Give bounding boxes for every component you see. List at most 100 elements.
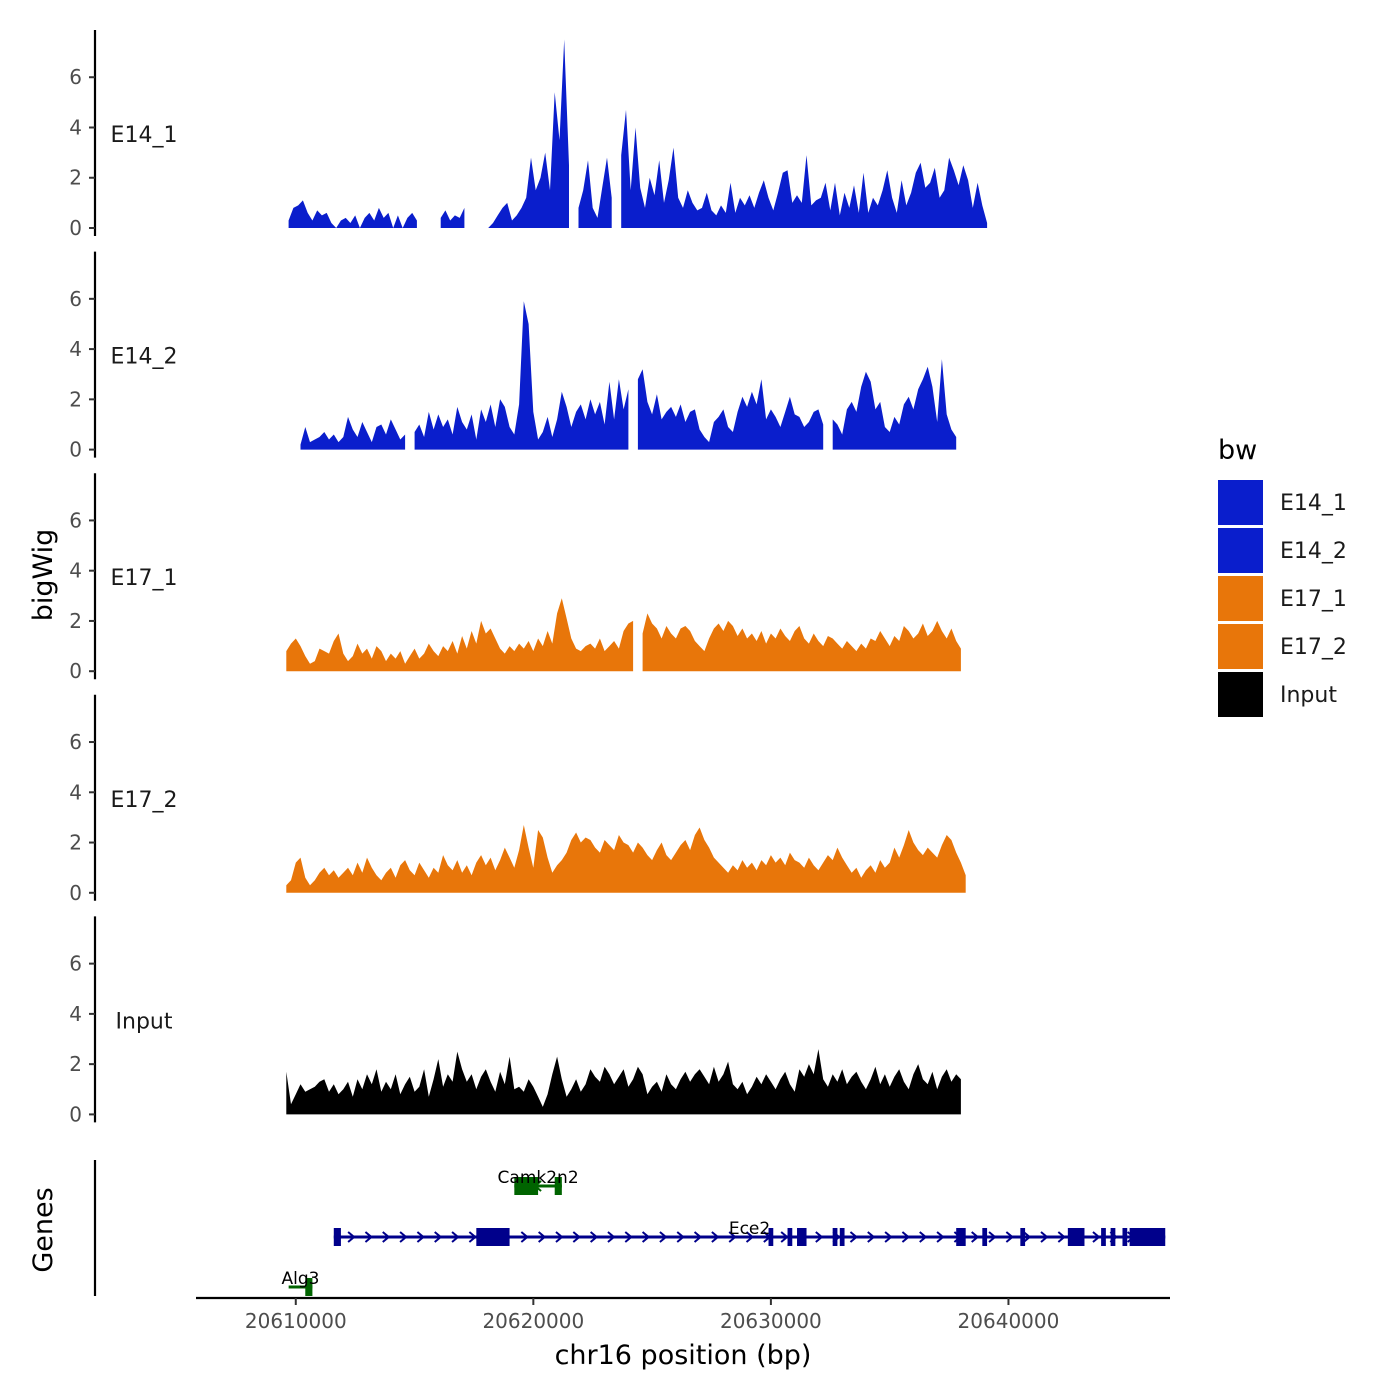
area-series-E14_1 [288, 200, 417, 228]
gene-exon [1020, 1228, 1026, 1246]
strand-arrow [780, 1231, 789, 1243]
strand-arrow [520, 1231, 529, 1243]
strand-arrow [538, 1231, 547, 1243]
area-series-E14_1 [488, 39, 569, 228]
gene-exon [768, 1228, 774, 1246]
strand-arrow [849, 1231, 859, 1243]
strand-arrow [884, 1231, 893, 1243]
y-tick-label: 0 [69, 1102, 82, 1126]
strand-arrow [693, 1231, 703, 1243]
y-tick-label: 4 [69, 115, 82, 139]
gene-exon [1110, 1228, 1116, 1246]
gene-Camk2n2: Camk2n2 [498, 1168, 579, 1195]
y-tick-label: 2 [69, 387, 82, 411]
y-tick-label: 0 [69, 216, 82, 240]
y-tick-label: 0 [69, 438, 82, 462]
gene-exon [832, 1228, 838, 1246]
strand-arrow [936, 1231, 945, 1243]
gene-label: Ece2 [729, 1219, 770, 1239]
strand-arrow [555, 1231, 564, 1243]
legend-swatch [1218, 576, 1263, 621]
gene-exon [956, 1228, 966, 1246]
strand-arrow [919, 1231, 928, 1243]
y-tick-label: 4 [69, 780, 82, 804]
strand-arrow [1005, 1231, 1014, 1243]
strand-arrow [641, 1231, 651, 1243]
legend: bw E14_1 E14_2 E17_1 E17_2 Input [1218, 435, 1347, 717]
gene-exon [333, 1228, 341, 1246]
area-series-E14_2 [414, 301, 629, 450]
legend-label: E17_2 [1280, 635, 1347, 660]
strand-arrow [382, 1231, 391, 1243]
genes-panel-title: Genes [28, 1187, 59, 1272]
track-E14_2: 0 2 4 6 E14_2 [69, 251, 957, 462]
gene-Ece2: Ece2 [333, 1219, 1166, 1246]
strand-arrow [416, 1231, 425, 1243]
gene-exon [1067, 1228, 1085, 1246]
gene-exon [1101, 1228, 1106, 1246]
legend-label: E17_1 [1280, 587, 1347, 612]
legend-swatch [1218, 672, 1263, 717]
strand-arrow [971, 1231, 980, 1243]
legend-label: E14_1 [1280, 491, 1347, 516]
strand-arrow [1057, 1231, 1066, 1243]
strand-arrow [659, 1231, 668, 1243]
track-label: E17_2 [111, 788, 178, 813]
y-tick-label: 4 [69, 559, 82, 583]
strand-arrow [988, 1231, 997, 1243]
y-tick-label: 0 [69, 659, 82, 683]
y-tick-label: 2 [69, 1052, 82, 1076]
strand-arrow [589, 1231, 599, 1243]
track-label: Input [116, 1009, 173, 1034]
legend-swatch [1218, 528, 1263, 573]
area-series-E14_2 [832, 359, 957, 450]
track-label: E17_1 [111, 566, 178, 591]
track-label: E14_2 [111, 345, 178, 370]
strand-arrow [347, 1231, 356, 1243]
y-tick-label: 6 [69, 730, 82, 754]
strand-arrow [434, 1231, 443, 1243]
gene-exon [514, 1177, 539, 1195]
x-axis: 20610000 20620000 20630000 20640000 [196, 1296, 1170, 1333]
gene-Alg3: Alg3 [282, 1269, 320, 1296]
legend-label: Input [1280, 683, 1337, 708]
legend-swatch [1218, 480, 1263, 525]
strand-arrow [745, 1231, 755, 1243]
track-E14_1: 0 2 4 6 E14_1 [69, 30, 988, 240]
strand-arrow [676, 1231, 685, 1243]
legend-label: E14_2 [1280, 539, 1347, 564]
x-axis-title: chr16 position (bp) [555, 1340, 812, 1371]
area-series-E14_2 [637, 369, 824, 450]
x-tick-label: 20610000 [245, 1309, 347, 1333]
gene-exon [1122, 1228, 1128, 1246]
y-tick-label: 6 [69, 65, 82, 89]
strand-arrow [572, 1231, 581, 1243]
y-tick-label: 0 [69, 881, 82, 905]
strand-arrow [1023, 1231, 1032, 1243]
legend-swatch [1218, 624, 1263, 669]
gene-label: Camk2n2 [498, 1168, 579, 1188]
strand-arrow [468, 1231, 477, 1243]
x-tick-label: 20620000 [482, 1309, 584, 1333]
strand-arrow [867, 1231, 876, 1243]
track-label: E14_1 [111, 123, 178, 148]
area-series-E14_2 [300, 416, 406, 450]
y-axis-title: bigWig [28, 529, 59, 622]
gene-exon [305, 1278, 313, 1296]
strand-arrow [711, 1231, 720, 1243]
gene-exon [839, 1228, 845, 1246]
area-series-E14_1 [440, 207, 465, 228]
y-tick-label: 4 [69, 1002, 82, 1026]
x-tick-label: 20630000 [720, 1309, 822, 1333]
strand-arrow [607, 1231, 616, 1243]
area-series-E14_1 [621, 109, 988, 228]
strand-arrow [1040, 1231, 1049, 1243]
y-tick-label: 2 [69, 166, 82, 190]
area-series-E17_2 [286, 825, 966, 893]
strand-arrow [901, 1231, 910, 1243]
track-E17_2: 0 2 4 6 E17_2 [69, 694, 966, 905]
y-tick-label: 6 [69, 508, 82, 532]
legend-title: bw [1218, 435, 1257, 466]
track-E17_1: 0 2 4 6 E17_1 [69, 473, 961, 683]
